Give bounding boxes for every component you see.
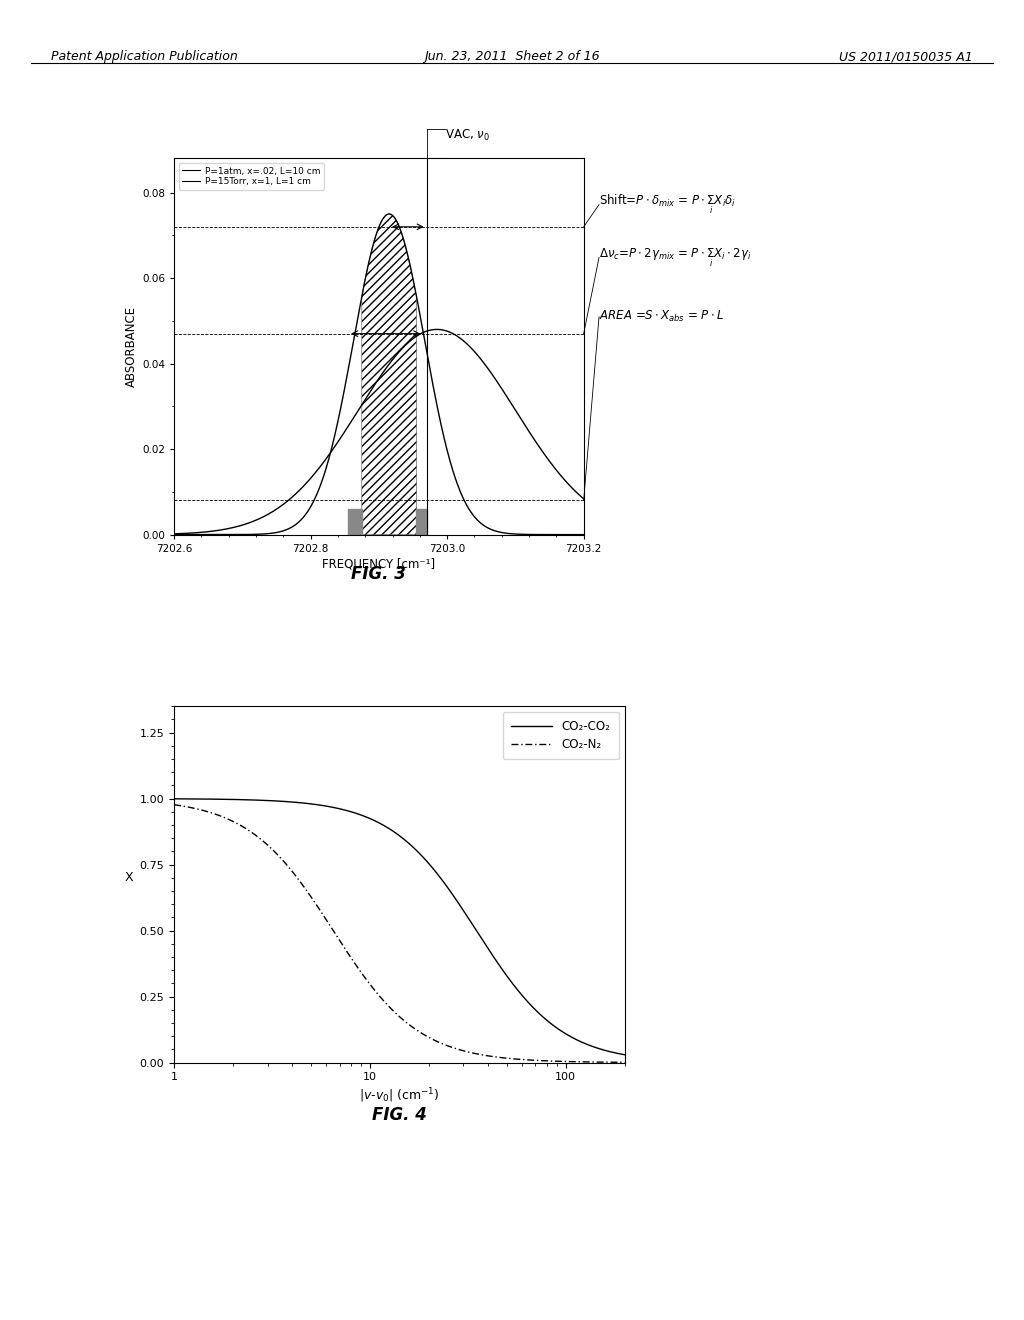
Y-axis label: ABSORBANCE: ABSORBANCE <box>125 306 138 387</box>
Line: CO₂-N₂: CO₂-N₂ <box>174 805 625 1063</box>
Legend: CO₂-CO₂, CO₂-N₂: CO₂-CO₂, CO₂-N₂ <box>503 711 618 759</box>
CO₂-CO₂ <box>605 1044 617 1060</box>
CO₂-N₂ <box>375 990 387 1006</box>
Legend: P=1atm, x=.02, L=10 cm, P=15Torr, x=1, L=1 cm: P=1atm, x=.02, L=10 cm, P=15Torr, x=1, L… <box>178 162 324 190</box>
CO₂-N₂ <box>387 1003 399 1019</box>
CO₂-N₂ <box>522 1052 535 1068</box>
CO₂-N₂ <box>168 797 180 813</box>
CO₂-CO₂ <box>605 1044 617 1060</box>
Text: VAC, $\nu_0$: VAC, $\nu_0$ <box>445 128 490 143</box>
X-axis label: $|v$-$v_0|$ (cm$^{-1}$): $|v$-$v_0|$ (cm$^{-1}$) <box>359 1086 439 1105</box>
CO₂-N₂ <box>190 801 203 817</box>
Text: Shift=$P\cdot\delta_{mix}$ = $P\cdot\underset{i}{\Sigma}X_i\delta_i$: Shift=$P\cdot\delta_{mix}$ = $P\cdot\und… <box>599 193 736 216</box>
CO₂-N₂ <box>618 1055 631 1071</box>
CO₂-CO₂ <box>375 816 387 832</box>
Text: US 2011/0150035 A1: US 2011/0150035 A1 <box>839 50 973 63</box>
Text: Jun. 23, 2011  Sheet 2 of 16: Jun. 23, 2011 Sheet 2 of 16 <box>424 50 600 63</box>
CO₂-CO₂ <box>190 791 203 807</box>
CO₂-CO₂ <box>522 995 535 1011</box>
Text: Patent Application Publication: Patent Application Publication <box>51 50 238 63</box>
CO₂-CO₂ <box>168 791 180 807</box>
X-axis label: FREQUENCY [cm⁻¹]: FREQUENCY [cm⁻¹] <box>323 558 435 570</box>
CO₂-CO₂ <box>387 824 399 840</box>
CO₂-N₂ <box>605 1055 617 1071</box>
Text: FIG. 4: FIG. 4 <box>372 1106 427 1125</box>
Text: FIG. 3: FIG. 3 <box>351 565 407 583</box>
Text: $\Delta\nu_c$=$P\cdot2\gamma_{mix}$ = $P\cdot\underset{i}{\Sigma}X_i\cdot2\gamma: $\Delta\nu_c$=$P\cdot2\gamma_{mix}$ = $P… <box>599 247 752 268</box>
CO₂-CO₂ <box>618 1047 631 1063</box>
Text: $AREA$ =$S\cdot X_{abs}$ = $P\cdot L$: $AREA$ =$S\cdot X_{abs}$ = $P\cdot L$ <box>599 309 724 325</box>
CO₂-N₂ <box>605 1055 617 1071</box>
Y-axis label: X: X <box>124 871 133 884</box>
Line: CO₂-CO₂: CO₂-CO₂ <box>174 799 625 1055</box>
